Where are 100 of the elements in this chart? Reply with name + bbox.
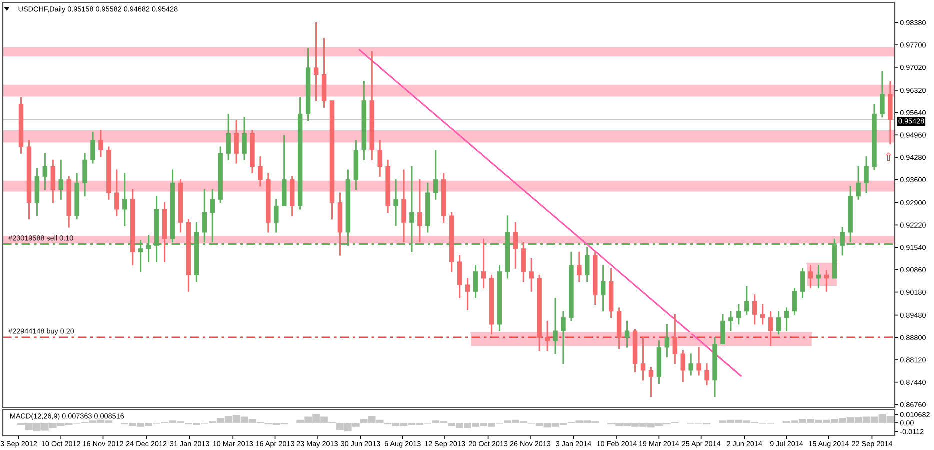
candlestick xyxy=(704,364,710,386)
candlestick xyxy=(338,192,343,256)
candlestick xyxy=(640,337,646,381)
candlestick xyxy=(792,288,798,315)
candlestick xyxy=(138,240,144,272)
candlestick xyxy=(426,182,430,233)
candlestick xyxy=(42,153,48,190)
candlestick xyxy=(370,51,374,160)
candlestick xyxy=(864,156,869,194)
candlestick xyxy=(656,340,662,384)
candlestick xyxy=(122,173,128,226)
candlestick xyxy=(170,170,176,243)
candlestick xyxy=(712,337,718,398)
candlestick xyxy=(497,265,502,332)
candlestick xyxy=(90,132,96,164)
candlestick xyxy=(306,48,311,121)
candlestick xyxy=(258,156,263,187)
candlestick xyxy=(250,130,255,174)
candlestick xyxy=(298,97,303,210)
candlestick xyxy=(402,170,406,243)
candlestick xyxy=(186,219,192,292)
candlestick xyxy=(537,274,542,352)
candlestick xyxy=(840,227,845,256)
candlestick xyxy=(354,140,359,190)
candlestick xyxy=(776,311,782,335)
candlestick xyxy=(736,304,742,325)
candlestick xyxy=(146,235,152,262)
candlestick xyxy=(800,268,806,298)
candlestick xyxy=(58,160,64,200)
candlestick xyxy=(880,71,885,118)
candlestick xyxy=(162,202,168,262)
candlestick xyxy=(529,258,534,292)
candlestick xyxy=(378,140,382,177)
candlestick xyxy=(449,212,454,272)
candlestick xyxy=(386,160,390,214)
candlestick xyxy=(664,324,670,358)
candlestick xyxy=(513,222,518,269)
candlestick xyxy=(585,246,590,282)
candlestick xyxy=(616,308,622,350)
candlestick xyxy=(593,252,598,306)
candlestick xyxy=(274,199,279,233)
candlestick xyxy=(760,304,766,325)
candlestick xyxy=(218,146,223,204)
candlestick xyxy=(74,173,80,220)
candlestick xyxy=(154,196,160,262)
candlestick xyxy=(130,189,136,266)
candlestick xyxy=(728,311,734,332)
candlestick xyxy=(632,329,638,372)
candlestick xyxy=(106,146,112,200)
candlestick xyxy=(561,311,566,364)
candlestick xyxy=(521,242,526,282)
candlestick xyxy=(98,130,104,158)
candlestick xyxy=(473,265,478,298)
candlestick xyxy=(720,314,726,345)
candlestick xyxy=(194,222,200,282)
candlestick xyxy=(553,298,558,354)
candlestick xyxy=(50,160,56,204)
candlestick xyxy=(545,320,550,352)
candlestick xyxy=(178,180,184,233)
candlestick xyxy=(824,270,829,292)
candlestick xyxy=(290,176,295,216)
candlestick xyxy=(322,38,327,108)
candlestick xyxy=(816,265,822,289)
candlestick xyxy=(784,308,790,332)
candlestick xyxy=(608,268,614,318)
candlestick xyxy=(752,294,758,325)
candlestick xyxy=(282,135,287,206)
candlestick xyxy=(410,166,414,252)
candlestick xyxy=(330,100,335,220)
candlestick xyxy=(648,366,654,398)
candlestick xyxy=(346,170,351,246)
candlestick xyxy=(624,320,630,348)
candlestick xyxy=(569,252,574,322)
candlestick xyxy=(457,255,462,298)
candlestick xyxy=(832,238,837,279)
candlestick xyxy=(768,311,774,346)
candlestick xyxy=(577,252,582,282)
candlestick xyxy=(202,189,207,243)
candlestick xyxy=(418,180,422,243)
candlestick xyxy=(394,180,398,226)
candlestick xyxy=(856,166,861,200)
candlestick xyxy=(242,117,247,160)
candlestick xyxy=(489,274,494,335)
candlestick xyxy=(34,168,40,216)
candlestick xyxy=(696,347,702,376)
candlestick xyxy=(888,80,893,145)
candlestick xyxy=(465,278,470,310)
annotation: ⇧ xyxy=(886,152,892,162)
candlestick xyxy=(688,354,694,376)
candlestick xyxy=(442,173,446,223)
candlestick xyxy=(601,265,606,312)
candlestick xyxy=(114,170,120,216)
candlestick xyxy=(848,186,853,243)
candlestick xyxy=(66,176,72,228)
candlestick xyxy=(362,80,366,160)
candlestick xyxy=(744,286,750,315)
candlestick xyxy=(672,314,678,364)
candlestick xyxy=(226,114,231,160)
candlestick xyxy=(872,104,877,170)
candlestick xyxy=(808,265,814,289)
